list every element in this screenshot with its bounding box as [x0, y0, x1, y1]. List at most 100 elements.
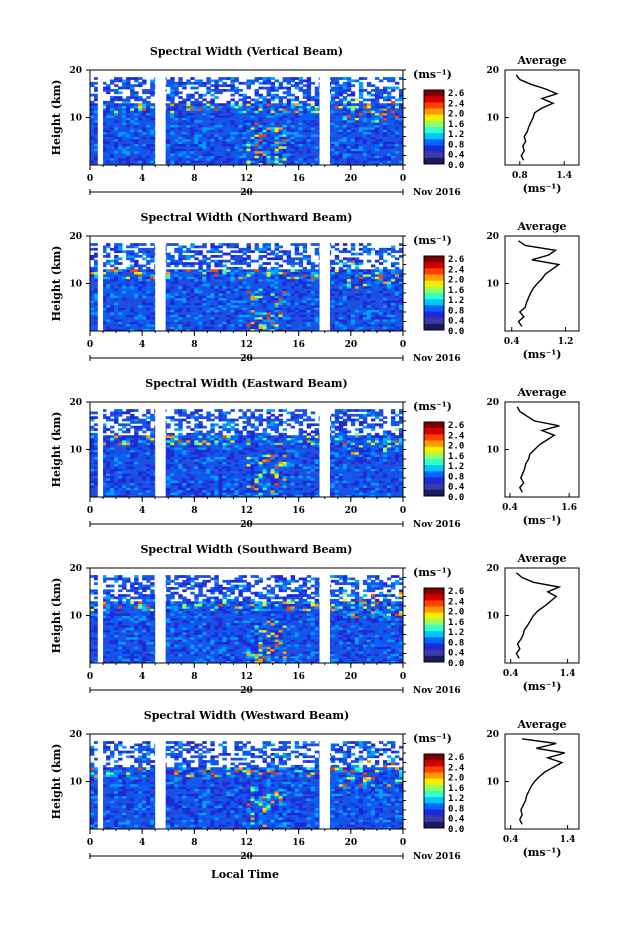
heatmap-cell: [202, 115, 207, 118]
heatmap-cell: [338, 89, 344, 92]
heatmap-cell: [210, 316, 215, 320]
heatmap-cell: [370, 281, 376, 284]
heatmap-cell: [234, 160, 239, 164]
heatmap-cell: [238, 285, 243, 289]
heatmap-cell: [186, 281, 191, 284]
heatmap-cell: [282, 271, 288, 275]
heatmap-cell: [298, 119, 304, 123]
heatmap-cell: [142, 269, 147, 273]
heatmap-cell: [266, 321, 271, 325]
heatmap-cell: [298, 281, 304, 284]
y-tick-label: 10: [69, 114, 82, 124]
heatmap-cell: [202, 103, 207, 107]
heatmap-cell: [166, 96, 171, 99]
heatmap-cell: [202, 255, 207, 258]
heatmap-cell: [94, 119, 99, 123]
heatmap-cell: [314, 274, 320, 277]
heatmap-cell: [306, 91, 312, 95]
heatmap-cell: [358, 302, 364, 306]
heatmap-cell: [102, 117, 107, 121]
heatmap-cell: [166, 117, 171, 121]
heatmap-cell: [346, 79, 352, 83]
heatmap-cell: [386, 316, 392, 320]
heatmap-cell: [122, 328, 127, 332]
heatmap-cell: [306, 321, 312, 325]
heatmap-cell: [266, 304, 271, 308]
heatmap-cell: [306, 146, 312, 149]
heatmap-cell: [358, 271, 364, 275]
heatmap-cell: [138, 302, 143, 306]
heatmap-cell: [230, 122, 235, 126]
heatmap-cell: [302, 127, 308, 130]
heatmap-cell: [262, 155, 267, 159]
heatmap-cell: [198, 103, 203, 107]
heatmap-cell: [190, 148, 195, 152]
x-tick-label: 12: [240, 174, 253, 184]
heatmap-cell: [230, 262, 235, 265]
heatmap-cell: [114, 157, 119, 161]
heatmap-cell: [218, 290, 223, 294]
heatmap-cell: [110, 115, 115, 118]
heatmap-cell: [366, 283, 372, 287]
heatmap-cell: [222, 148, 227, 152]
heatmap-cell: [390, 153, 396, 156]
heatmap-cell: [182, 157, 187, 161]
heatmap-cell: [278, 105, 284, 109]
heatmap-cell: [242, 288, 247, 292]
heatmap-cell: [242, 96, 247, 99]
heatmap-cell: [342, 119, 348, 123]
heatmap-cell: [342, 91, 348, 95]
heatmap-cell: [378, 276, 384, 280]
heatmap-cell: [230, 79, 235, 83]
heatmap-cell: [126, 148, 131, 152]
heatmap-cell: [126, 295, 131, 299]
heatmap-cell: [270, 112, 275, 116]
heatmap-cell: [226, 300, 231, 303]
heatmap-cell: [238, 110, 243, 114]
heatmap-cell: [374, 300, 380, 303]
heatmap-cell: [94, 148, 99, 152]
heatmap-cell: [342, 89, 348, 92]
heatmap-cell: [314, 89, 320, 92]
heatmap-cell: [194, 98, 199, 102]
heatmap-cell: [106, 112, 111, 116]
heatmap-cell: [334, 127, 340, 130]
heatmap-cell: [190, 250, 195, 254]
heatmap-cell: [362, 321, 368, 325]
heatmap-cell: [310, 321, 316, 325]
heatmap-cell: [130, 155, 135, 159]
heatmap-cell: [366, 124, 372, 128]
heatmap-cell: [194, 112, 199, 116]
heatmap-cell: [122, 160, 127, 164]
heatmap-cell: [262, 271, 267, 275]
heatmap-cell: [314, 162, 320, 166]
heatmap-cell: [310, 326, 316, 330]
heatmap-cell: [234, 77, 239, 80]
heatmap-cell: [246, 278, 251, 282]
heatmap-cell: [138, 138, 143, 142]
heatmap-cell: [230, 295, 235, 299]
heatmap-cell: [226, 103, 231, 107]
heatmap-cell: [142, 155, 147, 159]
heatmap-cell: [90, 266, 95, 270]
heatmap-cell: [126, 304, 131, 308]
heatmap-cell: [258, 110, 263, 114]
heatmap-cell: [142, 115, 147, 118]
heatmap-cell: [250, 271, 255, 275]
heatmap-cell: [270, 96, 275, 99]
heatmap-cell: [294, 300, 300, 303]
heatmap-cell: [386, 162, 392, 166]
heatmap-cell: [226, 281, 231, 284]
heatmap-cell: [114, 269, 119, 273]
heatmap-cell: [266, 143, 271, 147]
heatmap-cell: [346, 129, 352, 133]
heatmap-cell: [210, 153, 215, 156]
heatmap-cell: [310, 266, 316, 270]
heatmap-cell: [234, 138, 239, 142]
heatmap-cell: [102, 136, 107, 140]
heatmap-cell: [350, 297, 356, 301]
heatmap-cell: [258, 124, 263, 128]
heatmap-cell: [206, 162, 211, 166]
heatmap-cell: [350, 271, 356, 275]
heatmap-cell: [286, 157, 292, 161]
